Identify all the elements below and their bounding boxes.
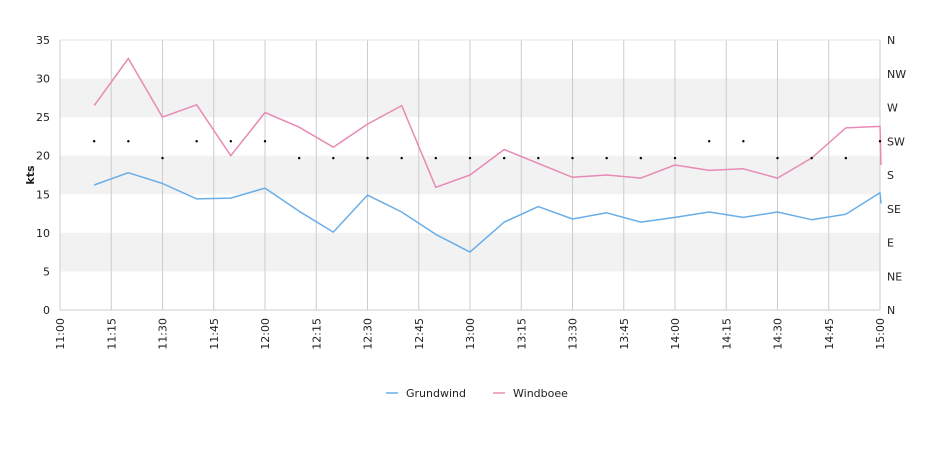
x-tick-label: 11:00 <box>54 318 67 350</box>
x-tick-label: 11:30 <box>157 318 170 350</box>
x-tick-label: 13:15 <box>515 318 528 350</box>
x-tick-label: 14:00 <box>669 318 682 350</box>
right-tick-label: N <box>887 34 895 47</box>
y-tick-label: 0 <box>43 304 50 317</box>
direction-point <box>332 156 335 160</box>
right-tick-label: NE <box>887 270 902 283</box>
direction-point <box>502 156 506 160</box>
legend-label: Windboee <box>513 387 568 400</box>
direction-point <box>127 140 130 143</box>
x-axis-ticks: 11:00 11:15 11:30 11:45 12:00 12:15 12:30 12:45… <box>54 318 887 350</box>
axes <box>59 39 881 311</box>
direction-point <box>742 140 745 143</box>
y-tick-label: 10 <box>36 227 50 240</box>
series-line-windboee <box>93 57 882 189</box>
series-lines <box>93 57 882 253</box>
right-tick-label: E <box>887 237 894 250</box>
direction-point <box>571 156 574 160</box>
series-line-grundwind <box>93 171 882 253</box>
direction-point <box>810 156 813 160</box>
y-tick-label: 30 <box>36 73 50 86</box>
direction-point <box>639 156 643 160</box>
legend: Grundwind Windboee <box>386 387 568 400</box>
right-tick-label: SW <box>887 135 905 148</box>
x-tick-label: 13:30 <box>567 318 580 350</box>
y-tick-label: 20 <box>36 150 50 163</box>
direction-point <box>366 156 369 160</box>
direction-point <box>468 156 472 160</box>
y-tick-label: 35 <box>36 34 50 47</box>
direction-point <box>776 156 779 160</box>
direction-point <box>229 140 233 143</box>
y-tick-label: 5 <box>43 265 50 278</box>
direction-point <box>673 156 677 160</box>
direction-point <box>263 140 267 143</box>
x-tick-label: 12:15 <box>310 318 323 350</box>
direction-point <box>707 140 711 143</box>
direction-point <box>605 156 608 160</box>
direction-point <box>844 156 848 160</box>
x-tick-label: 11:45 <box>208 318 221 350</box>
y-axis-ticks: 0 5 10 15 20 25 30 35 <box>36 34 50 317</box>
direction-point <box>195 140 198 143</box>
direction-point <box>161 156 164 160</box>
x-tick-label: 12:45 <box>413 318 426 350</box>
direction-point <box>537 156 540 160</box>
y-axis-label: kts <box>24 165 37 185</box>
x-tick-label: 11:15 <box>105 318 118 350</box>
right-tick-label: SE <box>887 203 901 216</box>
y-tick-label: 25 <box>36 111 50 124</box>
x-tick-label: 14:15 <box>720 318 733 350</box>
direction-point <box>434 156 438 160</box>
direction-point <box>297 156 301 160</box>
direction-point <box>400 156 403 160</box>
direction-point <box>878 140 882 143</box>
x-tick-label: 12:00 <box>259 318 272 350</box>
right-tick-label: S <box>887 169 894 182</box>
right-tick-label: NW <box>887 68 906 81</box>
x-tick-label: 14:30 <box>772 318 785 350</box>
x-tick-label: 15:00 <box>874 318 887 350</box>
x-tick-label: 13:00 <box>464 318 477 350</box>
legend-label: Grundwind <box>406 387 466 400</box>
direction-markers <box>92 140 882 160</box>
x-tick-label: 13:45 <box>618 318 631 350</box>
x-tick-label: 14:45 <box>823 318 836 350</box>
right-axis-ticks: N NE E SE S SW W NW N <box>887 34 906 317</box>
y-tick-label: 15 <box>36 188 50 201</box>
right-tick-label: N <box>887 304 895 317</box>
x-tick-label: 12:30 <box>362 318 375 350</box>
right-tick-label: W <box>887 102 898 115</box>
direction-point <box>92 140 96 143</box>
